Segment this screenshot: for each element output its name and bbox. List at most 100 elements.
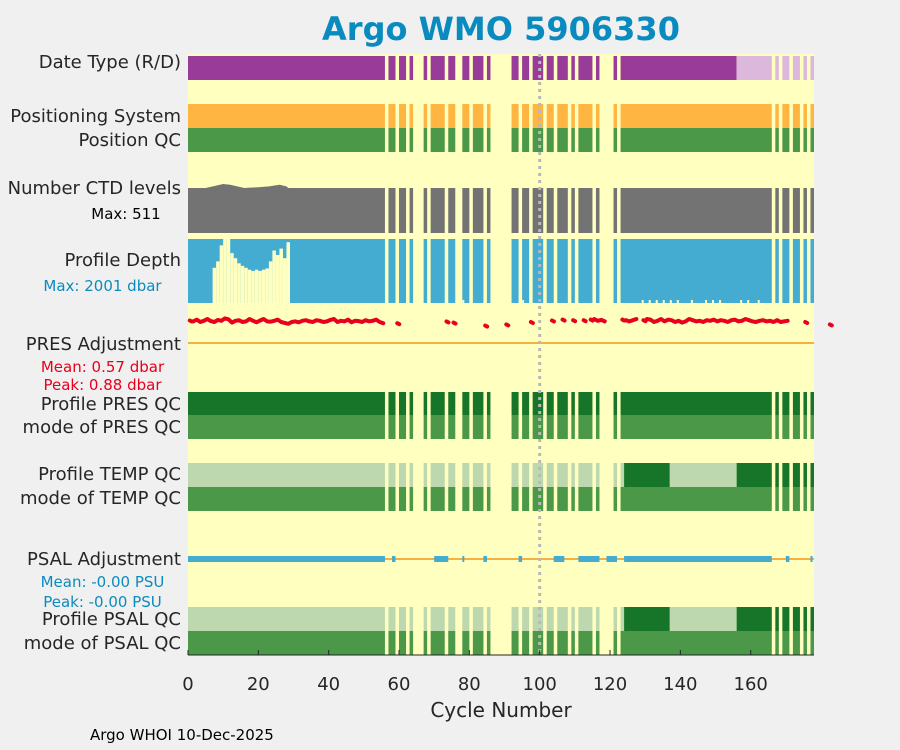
row-label-position-qc: Position QC (78, 130, 181, 151)
x-tick-label: 20 (246, 674, 270, 695)
missing-cycle-gap (406, 54, 410, 655)
missing-cycle-gap (543, 54, 547, 655)
shallow-profile-mask (286, 242, 290, 303)
shallow-profile-mask (261, 269, 266, 303)
data-band-segment (669, 607, 737, 631)
shallow-profile-mask (251, 271, 255, 303)
psal-mean-label: Mean: -0.00 PSU (40, 573, 165, 591)
missing-cycle-gap (469, 54, 473, 655)
shallow-profile-mask (279, 248, 283, 303)
missing-cycle-gap (789, 54, 793, 655)
x-tick-label: 40 (317, 674, 341, 695)
shallow-profile-mask (272, 250, 276, 303)
shallow-profile-mask (712, 300, 715, 303)
data-band-segment (188, 607, 625, 631)
x-tick-label: 80 (457, 674, 481, 695)
missing-cycle-gap (427, 54, 431, 655)
missing-cycle-gap (444, 54, 449, 655)
shallow-profile-mask (254, 269, 259, 303)
psal-adjustment-series (810, 556, 813, 562)
missing-cycle-gap (384, 54, 389, 655)
row-label-pres-adjustment: PRES Adjustment (25, 334, 181, 355)
row-label-mode-temp-qc: mode of TEMP QC (19, 488, 181, 509)
shallow-profile-mask (268, 261, 273, 303)
psal-adjustment-series (785, 556, 790, 562)
data-band-segment (188, 463, 625, 487)
missing-cycle-gap (455, 54, 463, 655)
row-label-mode-psal-qc: mode of PSAL QC (23, 633, 181, 654)
shallow-profile-mask (662, 300, 665, 303)
row-label-date-type: Date Type (R/D) (38, 52, 181, 73)
data-band-segment (624, 463, 670, 487)
x-tick-label: 120 (592, 674, 628, 695)
depth-max-label: Max: 2001 dbar (43, 277, 162, 295)
missing-cycle-gap (395, 54, 400, 655)
pres-mean-label: Mean: 0.57 dbar (40, 358, 165, 376)
shallow-profile-mask (233, 258, 238, 303)
shallow-profile-mask (275, 255, 280, 303)
shallow-profile-mask (237, 263, 241, 303)
row-label-ctd-levels: Number CTD levels (7, 178, 181, 199)
row-label-positioning-system: Positioning System (10, 106, 181, 127)
data-band-segment (624, 607, 670, 631)
x-tick-label: 140 (663, 674, 698, 695)
psal-adjustment-series (606, 556, 618, 562)
shallow-profile-mask (247, 269, 252, 303)
shallow-profile-mask (719, 300, 722, 303)
shallow-profile-mask (223, 239, 227, 303)
psal-peak-label: Peak: -0.00 PSU (43, 593, 162, 611)
x-tick-label: 100 (522, 674, 557, 695)
psal-adjustment-series (553, 556, 565, 562)
footer-credit: Argo WHOI 10-Dec-2025 (90, 726, 274, 744)
x-tick-label: 60 (387, 674, 411, 695)
shallow-profile-mask (757, 300, 760, 303)
psal-adjustment-series (188, 556, 385, 562)
shallow-profile-mask (240, 265, 245, 303)
missing-cycle-gap (799, 54, 804, 655)
row-label-profile-temp-qc: Profile TEMP QC (38, 464, 181, 485)
row-label-profile-depth: Profile Depth (64, 250, 181, 271)
psal-adjustment-series (578, 556, 600, 562)
chart-title: Argo WMO 5906330 (322, 10, 680, 48)
missing-cycle-gap (574, 54, 579, 655)
missing-cycle-gap (529, 54, 533, 655)
pres-peak-label: Peak: 0.88 dbar (43, 376, 162, 394)
missing-cycle-gap (413, 54, 424, 655)
x-axis-label: Cycle Number (430, 698, 572, 722)
shallow-profile-mask (690, 300, 693, 303)
psal-adjustment-series (434, 556, 449, 562)
shallow-profile-mask (212, 267, 217, 303)
shallow-profile-mask (226, 239, 231, 303)
shallow-profile-mask (704, 300, 707, 303)
psal-adjustment-series (391, 556, 396, 562)
missing-cycle-gap (806, 54, 811, 655)
row-label-mode-pres-qc: mode of PRES QC (22, 417, 181, 438)
shallow-profile-mask (282, 258, 287, 303)
missing-cycle-gap (483, 54, 487, 655)
missing-cycle-gap (553, 54, 558, 655)
missing-cycle-gap (771, 54, 776, 655)
x-tick-label: 160 (733, 674, 768, 695)
missing-cycle-gap (567, 54, 572, 655)
shallow-profile-mask (230, 253, 234, 303)
shallow-profile-mask (648, 300, 651, 303)
shallow-profile-mask (669, 300, 672, 303)
shallow-profile-mask (219, 245, 224, 303)
shallow-profile-mask (676, 300, 679, 303)
pres-adjustment-series (187, 316, 834, 329)
ctd-max-label: Max: 511 (91, 205, 161, 223)
shallow-profile-mask (747, 300, 750, 303)
missing-cycle-gap (592, 54, 596, 655)
shallow-profile-mask (462, 300, 465, 303)
row-label-psal-adjustment: PSAL Adjustment (26, 549, 181, 570)
shallow-profile-mask (258, 271, 262, 303)
shallow-profile-mask (216, 261, 220, 303)
shallow-profile-mask (740, 300, 743, 303)
missing-cycle-gap (617, 54, 621, 655)
shallow-profile-mask (522, 300, 525, 303)
psal-adjustment-series (462, 556, 465, 562)
missing-cycle-gap (490, 54, 512, 655)
shallow-profile-mask (244, 267, 248, 303)
shallow-profile-mask (655, 300, 658, 303)
